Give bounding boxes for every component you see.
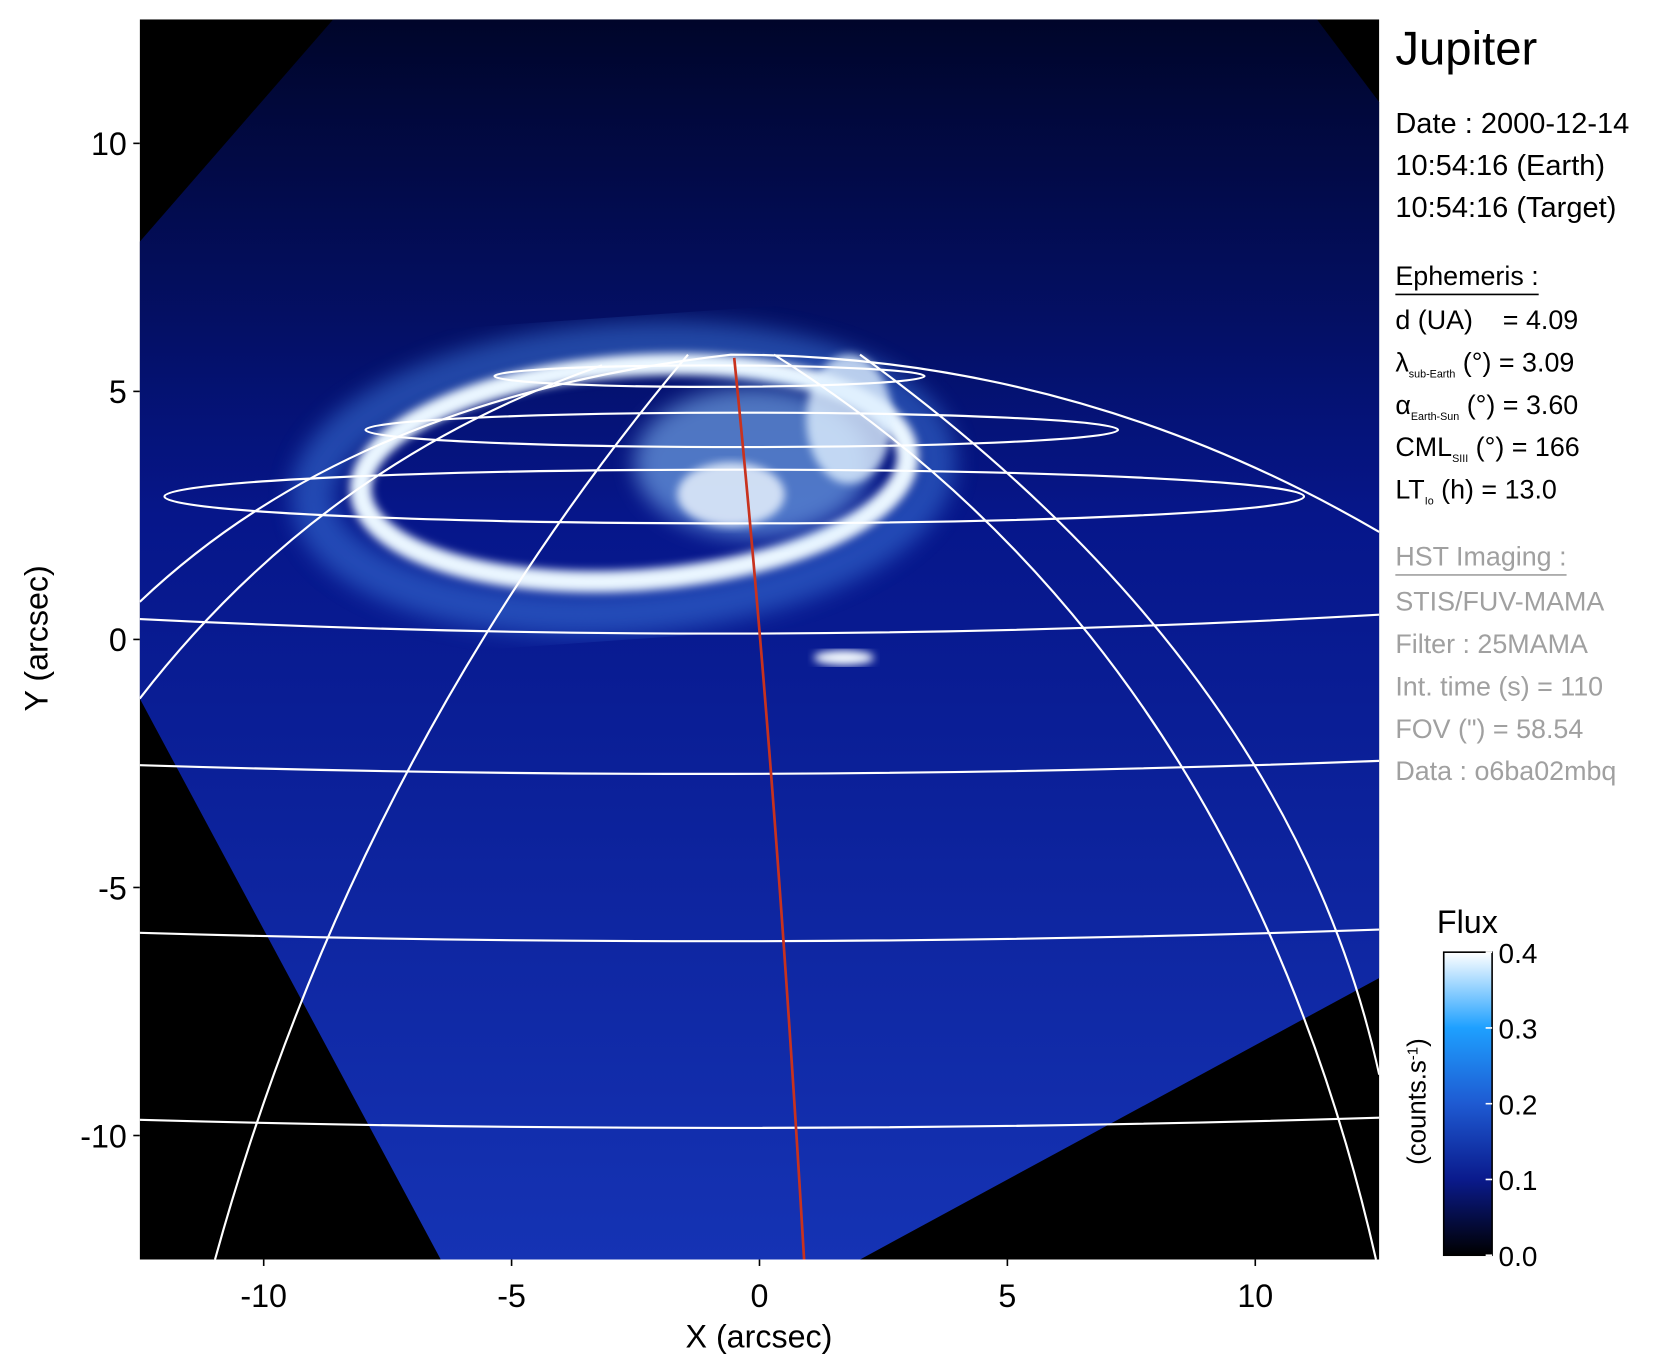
- ephemeris-line: CMLSIII (°) = 166: [1395, 432, 1579, 465]
- ephemeris-part: (h) = 13.0: [1434, 475, 1557, 505]
- ephemeris-line: d (UA) = 4.09: [1395, 305, 1578, 335]
- ephemeris-part: (°) = 166: [1468, 432, 1580, 462]
- ephemeris-part: (°) = 3.09: [1455, 347, 1574, 377]
- imaging-line: Filter : 25MAMA: [1395, 629, 1588, 659]
- section-heading: HST Imaging :: [1395, 541, 1566, 571]
- imaging-line: Data : o6ba02mbq: [1395, 756, 1616, 786]
- colorbar-tick-label: 0.4: [1499, 938, 1538, 969]
- ephemeris-part: LT: [1395, 475, 1424, 505]
- ephemeris-part: α: [1395, 390, 1411, 420]
- central-meridian: [732, 357, 806, 1260]
- ephemeris-part: d (UA) = 4.09: [1395, 305, 1578, 335]
- imaging-line: STIS/FUV-MAMA: [1395, 586, 1604, 616]
- section-heading: Ephemeris :: [1395, 261, 1538, 291]
- ephemeris-line: λsub-Earth (°) = 3.09: [1395, 347, 1574, 380]
- x-tick-label: -5: [497, 1278, 526, 1314]
- x-tick-label: -10: [240, 1278, 287, 1314]
- ephemeris-part: sub-Earth: [1409, 369, 1456, 381]
- ephemeris-part: (°) = 3.60: [1459, 390, 1578, 420]
- colorbar: [1442, 951, 1493, 1257]
- colorbar-tick-label: 0.2: [1499, 1089, 1538, 1120]
- date-line: 10:54:16 (Earth): [1395, 150, 1605, 182]
- colorbar-unit-part: ): [1403, 1038, 1431, 1047]
- aurora: [290, 320, 957, 666]
- y-tick-label: 5: [109, 374, 127, 410]
- colorbar-unit-part: (counts.s: [1403, 1060, 1431, 1165]
- imaging-line: FOV (") = 58.54: [1395, 714, 1583, 744]
- x-tick-label: 0: [751, 1278, 769, 1314]
- colorbar-tick-label: 0.3: [1499, 1014, 1538, 1045]
- colorbar-tick-label: 0.1: [1499, 1165, 1538, 1196]
- ephemeris-part: CML: [1395, 432, 1452, 462]
- colorbar-unit: (counts.s-1): [1403, 1038, 1431, 1165]
- x-tick-label: 10: [1237, 1278, 1273, 1314]
- ephemeris-part: Earth-Sun: [1411, 411, 1459, 423]
- colorbar-title: Flux: [1437, 904, 1498, 940]
- colorbar-tick-label: 0.0: [1499, 1241, 1538, 1272]
- y-tick-label: -5: [98, 870, 127, 906]
- ephemeris-part: Io: [1425, 496, 1434, 508]
- date-line: 10:54:16 (Target): [1395, 192, 1616, 224]
- date-line: Date : 2000-12-14: [1395, 108, 1629, 140]
- ephemeris-part: SIII: [1452, 454, 1468, 466]
- y-tick-label: 0: [109, 622, 127, 658]
- y-axis-label: Y (arcsec): [18, 565, 54, 711]
- ephemeris-line: LTIo (h) = 13.0: [1395, 475, 1557, 508]
- y-tick-label: -10: [80, 1118, 127, 1154]
- planet-grid: [139, 353, 1380, 1260]
- imaging-line: Int. time (s) = 110: [1395, 671, 1603, 701]
- colorbar-unit-part: -1: [1404, 1047, 1421, 1060]
- ephemeris-part: λ: [1395, 347, 1409, 377]
- x-tick-label: 5: [998, 1278, 1016, 1314]
- x-axis-label: X (arcsec): [686, 1319, 833, 1355]
- y-tick-label: 10: [91, 126, 127, 162]
- target-name: Jupiter: [1395, 22, 1537, 75]
- image: [139, 19, 1380, 1260]
- ephemeris-line: αEarth-Sun (°) = 3.60: [1395, 390, 1578, 423]
